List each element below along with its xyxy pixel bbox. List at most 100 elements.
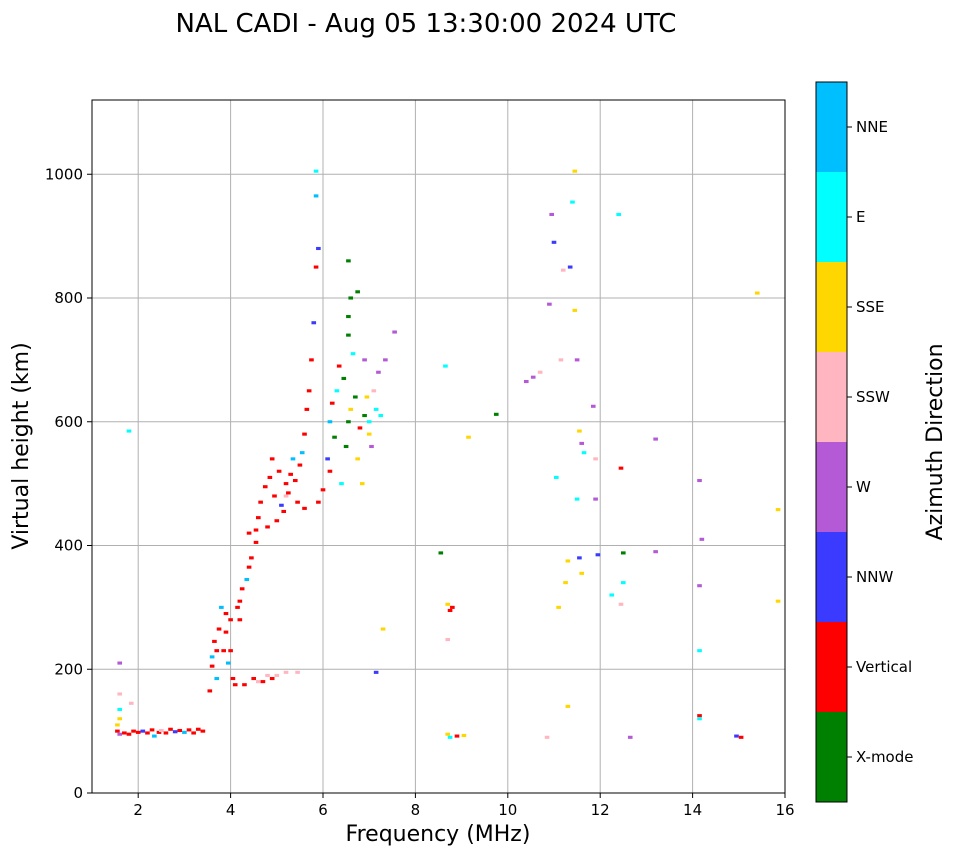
- colorbar-segment: [816, 442, 847, 532]
- data-point: [207, 689, 213, 693]
- data-point: [283, 670, 289, 674]
- data-point: [348, 296, 354, 300]
- data-point: [209, 655, 215, 659]
- colorbar-segment: [816, 172, 847, 262]
- data-point: [309, 358, 314, 362]
- data-point: [572, 308, 578, 312]
- data-point: [329, 401, 335, 405]
- data-point: [327, 420, 333, 424]
- data-point: [445, 638, 451, 642]
- y-tick-label: 400: [54, 537, 83, 555]
- data-point: [283, 494, 289, 498]
- data-point: [549, 212, 554, 217]
- data-point: [295, 670, 300, 674]
- data-point: [627, 735, 633, 739]
- data-point: [595, 553, 601, 557]
- y-tick-label: 0: [73, 784, 83, 802]
- data-point: [246, 531, 252, 535]
- data-point: [295, 500, 300, 504]
- data-point: [697, 649, 702, 653]
- data-point: [126, 429, 132, 433]
- data-point: [547, 302, 552, 306]
- colorbar-frame: [815, 81, 848, 803]
- data-point: [228, 618, 233, 622]
- colorbar: X-mode Vertical NNW W SSW SSE E NNE: [816, 82, 913, 802]
- data-point: [283, 482, 289, 486]
- data-point: [565, 704, 571, 708]
- data-point: [551, 240, 557, 244]
- data-point: [523, 379, 529, 384]
- data-point: [697, 714, 702, 718]
- data-point: [272, 494, 277, 498]
- data-point: [445, 732, 451, 736]
- data-point: [311, 321, 317, 325]
- data-point: [304, 407, 310, 411]
- data-point: [565, 559, 571, 563]
- data-point: [334, 389, 340, 393]
- data-point: [570, 200, 575, 204]
- data-point: [228, 649, 233, 653]
- data-point: [200, 729, 206, 733]
- data-point: [274, 673, 280, 677]
- y-tick-label: 1000: [45, 165, 83, 183]
- data-point: [332, 435, 337, 439]
- data-point: [313, 194, 319, 198]
- data-point: [239, 587, 245, 591]
- data-point: [447, 735, 453, 739]
- data-point: [447, 608, 453, 613]
- data-point: [359, 482, 365, 486]
- data-point: [445, 602, 451, 606]
- colorbar-segment: [816, 82, 847, 172]
- data-point: [537, 370, 543, 374]
- data-point: [355, 457, 360, 461]
- data-point: [177, 728, 183, 733]
- colorbar-label: NNW: [856, 568, 893, 586]
- data-point: [567, 265, 573, 269]
- data-point: [560, 268, 566, 272]
- colorbar-label: E: [856, 208, 865, 226]
- data-point: [249, 556, 254, 560]
- data-point: [290, 457, 296, 461]
- data-point: [209, 664, 215, 668]
- data-point: [697, 717, 702, 721]
- data-point: [350, 352, 356, 356]
- data-point: [122, 731, 127, 735]
- data-point: [212, 639, 217, 643]
- colorbar-label: SSW: [856, 388, 890, 406]
- data-point: [251, 676, 257, 681]
- data-point: [357, 426, 363, 430]
- data-point: [237, 599, 243, 603]
- data-point: [235, 605, 240, 609]
- colorbar-segment: [816, 622, 847, 712]
- data-point: [378, 414, 384, 418]
- colorbar-segment: [816, 712, 847, 802]
- colorbar-label: NNE: [856, 118, 888, 136]
- data-point: [341, 376, 347, 380]
- data-point: [145, 731, 150, 735]
- x-tick-label: 6: [318, 801, 328, 819]
- data-point: [214, 676, 220, 681]
- data-point: [325, 457, 330, 461]
- data-point: [371, 389, 377, 393]
- data-point: [466, 435, 471, 439]
- data-point: [376, 370, 381, 374]
- colorbar-label: W: [856, 478, 871, 496]
- data-point: [775, 508, 781, 512]
- y-axis-ticks: 0 200 400 600 800 1000: [45, 165, 92, 802]
- data-point: [579, 571, 585, 575]
- data-point: [366, 420, 372, 424]
- data-points: [115, 169, 781, 739]
- data-point: [221, 649, 226, 653]
- data-point: [276, 469, 282, 473]
- data-point: [117, 692, 123, 696]
- plot-area: [92, 100, 785, 793]
- x-tick-label: 14: [683, 801, 702, 819]
- data-point: [369, 444, 374, 449]
- data-point: [117, 661, 123, 665]
- data-point: [754, 291, 760, 295]
- y-tick-label: 800: [54, 289, 83, 307]
- data-point: [117, 707, 123, 712]
- data-point: [493, 412, 499, 416]
- data-point: [373, 407, 379, 411]
- x-tick-label: 10: [498, 801, 517, 819]
